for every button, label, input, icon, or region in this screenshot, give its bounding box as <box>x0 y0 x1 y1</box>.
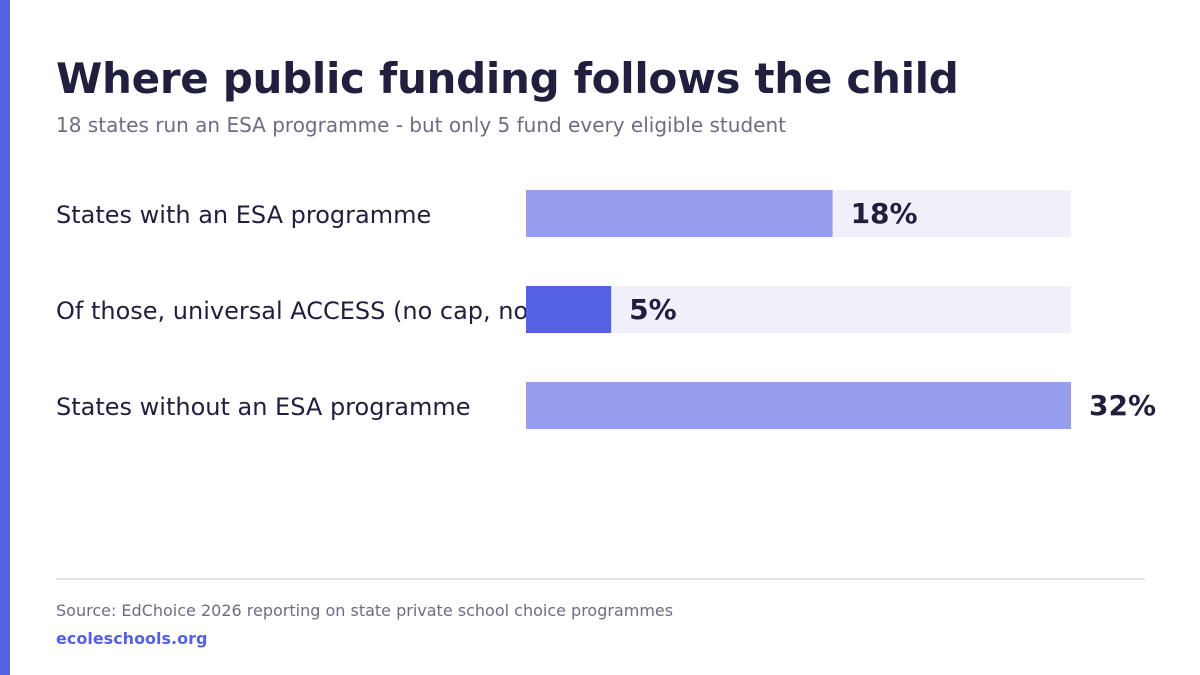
accent-bar <box>0 0 10 675</box>
value-label: 32% <box>1089 389 1156 422</box>
category-label: States with an ESA programme <box>56 201 431 229</box>
category-label: States without an ESA programme <box>56 393 471 421</box>
chart-title: Where public funding follows the child <box>56 54 959 103</box>
bar <box>526 286 612 333</box>
footer-divider <box>56 578 1145 580</box>
bar <box>526 382 1071 429</box>
bar <box>526 190 833 237</box>
value-label: 18% <box>851 197 918 230</box>
chart-subtitle: 18 states run an ESA programme - but onl… <box>56 113 786 137</box>
value-label: 5% <box>629 293 677 326</box>
source-note: Source: EdChoice 2026 reporting on state… <box>56 601 674 620</box>
brand-link[interactable]: ecoleschools.org <box>56 629 208 648</box>
bar-track <box>526 286 1071 333</box>
